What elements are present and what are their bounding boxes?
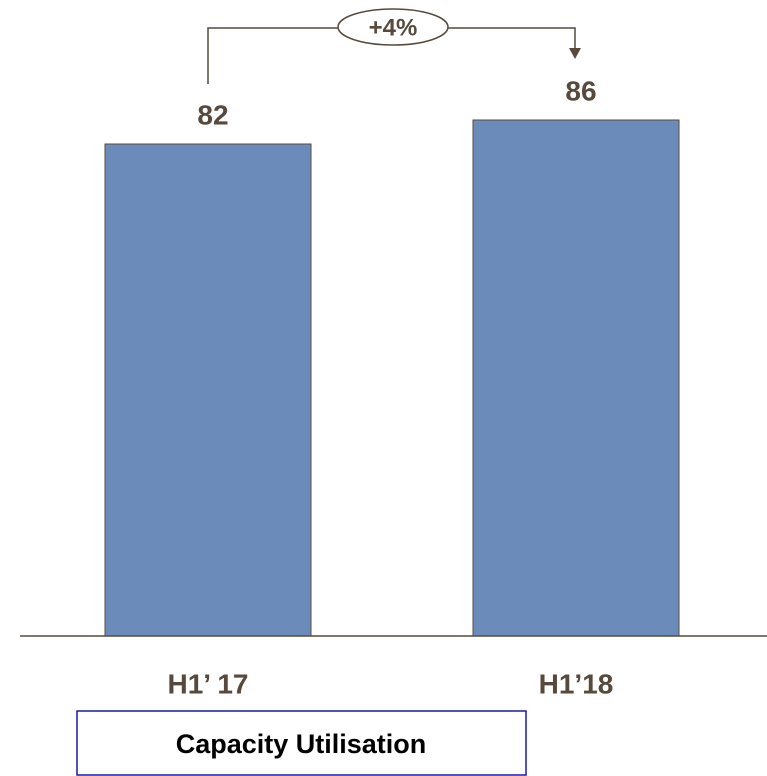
chart-title: Capacity Utilisation <box>176 729 427 759</box>
annotation: +4% <box>369 14 418 41</box>
annotation-ellipse <box>337 8 449 46</box>
bar <box>472 119 680 637</box>
bar <box>104 143 312 637</box>
value-label: 82 <box>197 99 228 130</box>
growth-bracket <box>207 27 576 84</box>
arrow-head <box>569 48 581 59</box>
title-box <box>76 710 527 776</box>
x-tick-label: H1’ 17 <box>168 668 249 699</box>
x-tick-label: H1’18 <box>539 668 614 699</box>
value-label: 86 <box>565 75 596 106</box>
